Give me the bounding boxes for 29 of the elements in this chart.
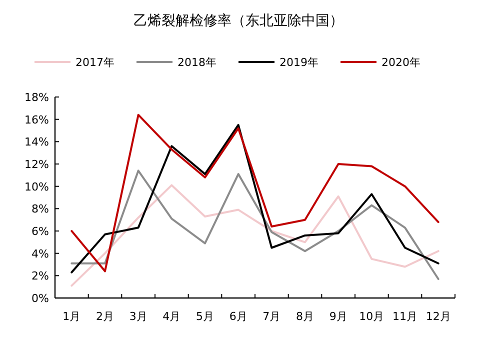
x-tick-label: 8月 xyxy=(296,310,314,323)
legend-label: 2018年 xyxy=(178,56,216,69)
y-tick-label: 2% xyxy=(32,270,49,283)
y-tick-label: 4% xyxy=(32,247,49,260)
x-tick-label: 6月 xyxy=(229,310,248,323)
y-tick-label: 10% xyxy=(24,180,49,194)
x-tick-label: 4月 xyxy=(162,310,181,323)
x-tick-label: 3月 xyxy=(129,310,148,323)
x-tick-label: 2月 xyxy=(96,310,114,323)
x-tick-label: 11月 xyxy=(392,310,418,323)
legend-label: 2020年 xyxy=(382,56,420,69)
y-tick-label: 0% xyxy=(32,292,49,305)
y-tick-label: 6% xyxy=(32,225,49,238)
x-tick-label: 12月 xyxy=(426,310,451,323)
x-tick-label: 7月 xyxy=(262,310,281,323)
chart-title: 乙烯裂解检修率（东北亚除中国） xyxy=(134,13,344,29)
y-tick-label: 12% xyxy=(24,158,49,171)
y-tick-label: 16% xyxy=(24,113,49,126)
legend-label: 2017年 xyxy=(76,56,114,69)
y-tick-label: 14% xyxy=(24,136,49,149)
x-tick-label: 10月 xyxy=(359,310,384,323)
line-series xyxy=(70,170,440,280)
y-tick-label: 8% xyxy=(32,202,49,216)
legend-label: 2019年 xyxy=(280,56,318,69)
y-tick-label: 18% xyxy=(24,91,49,104)
x-tick-label: 5月 xyxy=(196,310,214,323)
x-tick-label: 1月 xyxy=(62,310,81,323)
x-tick-label: 9月 xyxy=(329,310,348,323)
line-series xyxy=(70,184,440,287)
